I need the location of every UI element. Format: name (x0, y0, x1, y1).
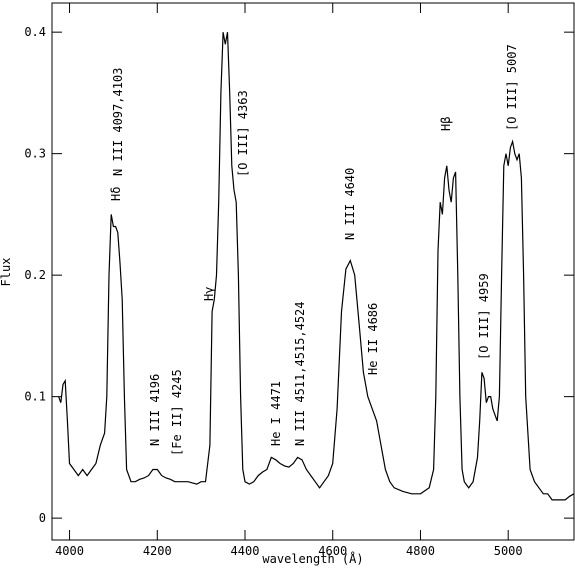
line-annotation: N III 4097,4103 (111, 68, 125, 176)
line-annotation: [O III] 4959 (477, 273, 491, 360)
line-annotation: N III 4196 (148, 374, 162, 446)
y-axis-label: Flux (0, 258, 13, 287)
line-annotation: [Fe II] 4245 (170, 369, 184, 456)
line-annotation: [O III] 5007 (505, 44, 519, 131)
y-tick-label: 0.2 (24, 268, 46, 282)
y-tick-label: 0.1 (24, 390, 46, 404)
y-tick-label: 0.4 (24, 25, 46, 39)
line-annotation: [O III] 4363 (236, 90, 250, 177)
line-annotation: Hγ (202, 287, 216, 301)
y-tick-label: 0.3 (24, 147, 46, 161)
x-tick-label: 4800 (406, 544, 435, 558)
line-annotation: He I 4471 (269, 381, 283, 446)
y-tick-label: 0 (39, 511, 46, 525)
spectrum-line (58, 32, 575, 501)
x-axis-label: wavelength (Å) (262, 551, 363, 566)
x-tick-label: 4200 (143, 544, 172, 558)
x-tick-label: 4000 (55, 544, 84, 558)
x-tick-label: 4600 (318, 544, 347, 558)
x-tick-label: 5000 (494, 544, 523, 558)
line-annotation: N III 4511,4515,4524 (293, 302, 307, 447)
line-annotation: N III 4640 (343, 168, 357, 240)
line-annotation: Hδ (109, 187, 123, 201)
line-annotation: Hβ (439, 117, 453, 131)
line-annotation: He II 4686 (366, 303, 380, 375)
x-tick-label: 4400 (231, 544, 260, 558)
plot-frame (51, 2, 575, 541)
